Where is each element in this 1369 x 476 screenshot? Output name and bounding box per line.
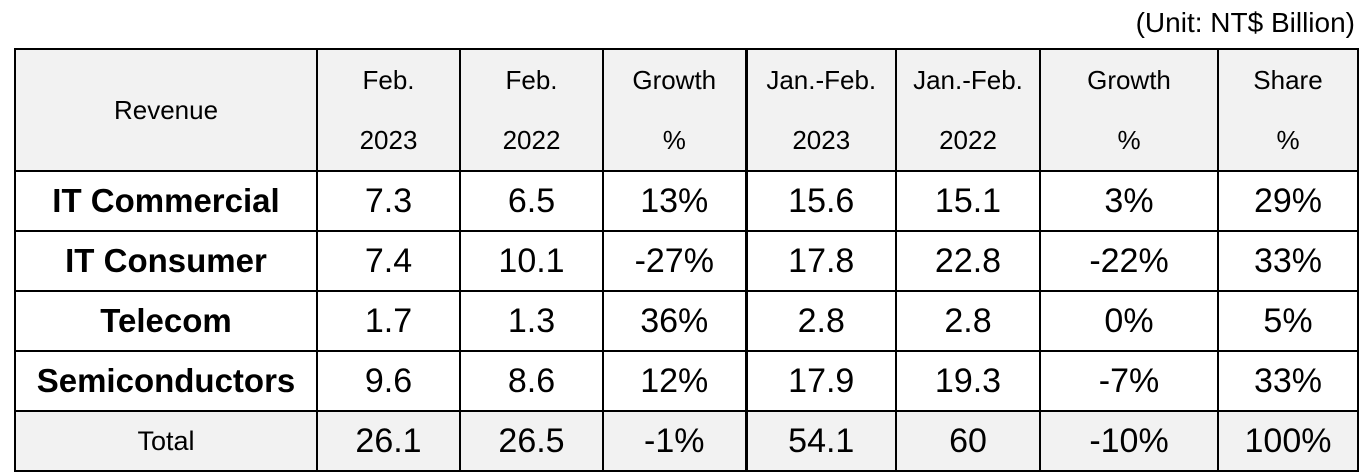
table-cell: 29% bbox=[1217, 170, 1359, 232]
table-cell: 8.6 bbox=[459, 350, 604, 412]
table-cell: 12% bbox=[602, 350, 747, 412]
table-cell: 17.8 bbox=[744, 230, 897, 292]
table-cell: -27% bbox=[602, 230, 747, 292]
table-cell: -1% bbox=[602, 410, 747, 472]
table-cell: 26.5 bbox=[459, 410, 604, 472]
header-line: 2023 bbox=[359, 125, 418, 155]
header-line: % bbox=[662, 125, 686, 155]
table-cell: -22% bbox=[1039, 230, 1219, 292]
table-cell: 1.3 bbox=[459, 290, 604, 352]
table-row: Telecom 1.7 1.3 36% 2.8 2.8 0% 5% bbox=[14, 290, 1359, 352]
header-share: Share % bbox=[1217, 48, 1359, 172]
header-janfeb-2023: Jan.-Feb. 2023 bbox=[744, 48, 897, 172]
header-line: 2022 bbox=[502, 125, 561, 155]
table-cell: 19.3 bbox=[895, 350, 1041, 412]
row-label: Telecom bbox=[14, 290, 318, 352]
row-label: IT Commercial bbox=[14, 170, 318, 232]
table-cell: 9.6 bbox=[316, 350, 461, 412]
table-cell: 33% bbox=[1217, 230, 1359, 292]
table-cell: 7.4 bbox=[316, 230, 461, 292]
table-cell: 26.1 bbox=[316, 410, 461, 472]
header-revenue: Revenue bbox=[14, 48, 318, 172]
header-growth-month: Growth % bbox=[602, 48, 747, 172]
header-line: % bbox=[1276, 125, 1300, 155]
header-line: 2022 bbox=[939, 125, 997, 155]
table-cell: 2.8 bbox=[895, 290, 1041, 352]
table-cell: 7.3 bbox=[316, 170, 461, 232]
table-cell: 17.9 bbox=[744, 350, 897, 412]
table-cell: -10% bbox=[1039, 410, 1219, 472]
table-cell: 0% bbox=[1039, 290, 1219, 352]
header-janfeb-2022: Jan.-Feb. 2022 bbox=[895, 48, 1041, 172]
header-line: Jan.-Feb. bbox=[766, 65, 877, 95]
header-line: Jan.-Feb. bbox=[913, 65, 1023, 95]
table-cell: -7% bbox=[1039, 350, 1219, 412]
table-cell: 6.5 bbox=[459, 170, 604, 232]
table-cell: 13% bbox=[602, 170, 747, 232]
table-cell: 1.7 bbox=[316, 290, 461, 352]
header-feb-2023: Feb. 2023 bbox=[316, 48, 461, 172]
table-cell: 10.1 bbox=[459, 230, 604, 292]
header-line: Feb. bbox=[505, 65, 558, 95]
header-line: % bbox=[1117, 125, 1141, 155]
table-cell: 100% bbox=[1217, 410, 1359, 472]
table-cell: 36% bbox=[602, 290, 747, 352]
table-cell: 33% bbox=[1217, 350, 1359, 412]
header-growth-ytd: Growth % bbox=[1039, 48, 1219, 172]
header-line: Feb. bbox=[362, 65, 415, 95]
table-cell: 2.8 bbox=[744, 290, 897, 352]
table-cell: 15.1 bbox=[895, 170, 1041, 232]
table-row: IT Consumer 7.4 10.1 -27% 17.8 22.8 -22%… bbox=[14, 230, 1359, 292]
row-label: Total bbox=[14, 410, 318, 472]
table-cell: 5% bbox=[1217, 290, 1359, 352]
table-row: IT Commercial 7.3 6.5 13% 15.6 15.1 3% 2… bbox=[14, 170, 1359, 232]
header-line: Growth bbox=[1087, 65, 1171, 95]
unit-note: (Unit: NT$ Billion) bbox=[1135, 7, 1355, 38]
header-line: Share bbox=[1253, 65, 1323, 95]
header-feb-2022: Feb. 2022 bbox=[459, 48, 604, 172]
header-line: 2023 bbox=[792, 125, 851, 155]
row-label: IT Consumer bbox=[14, 230, 318, 292]
row-label: Semiconductors bbox=[14, 350, 318, 412]
table-cell: 60 bbox=[895, 410, 1041, 472]
header-line: Growth bbox=[632, 65, 717, 95]
table-cell: 15.6 bbox=[744, 170, 897, 232]
table-row: Semiconductors 9.6 8.6 12% 17.9 19.3 -7%… bbox=[14, 350, 1359, 412]
total-row: Total 26.1 26.5 -1% 54.1 60 -10% 100% bbox=[14, 410, 1359, 472]
table-cell: 3% bbox=[1039, 170, 1219, 232]
revenue-table: Revenue Feb. 2023 Feb. 2022 Growth % Jan… bbox=[14, 48, 1359, 472]
header-row: Revenue Feb. 2023 Feb. 2022 Growth % Jan… bbox=[14, 48, 1359, 172]
table-cell: 54.1 bbox=[744, 410, 897, 472]
table-cell: 22.8 bbox=[895, 230, 1041, 292]
